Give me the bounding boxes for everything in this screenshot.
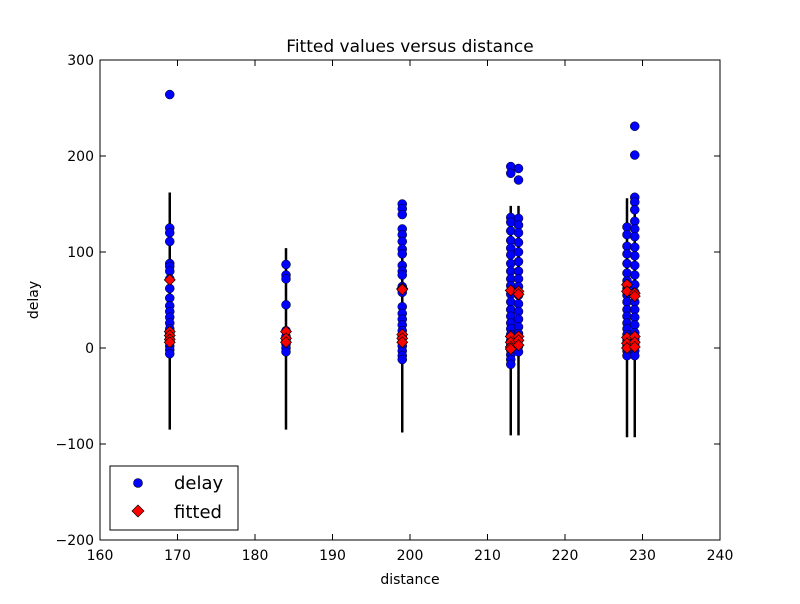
- fitted-point: [396, 336, 409, 349]
- delay-point: [622, 249, 632, 259]
- legend-box: [109, 465, 239, 531]
- legend-fitted-marker: [131, 504, 145, 518]
- y-tick-label: 300: [67, 53, 94, 69]
- fitted-point: [163, 273, 176, 286]
- y-axis-ticks: 300 200 100 0 −100 −200: [56, 53, 720, 549]
- delay-point: [513, 247, 524, 257]
- fitted-point: [628, 290, 641, 303]
- delay-point: [513, 256, 524, 267]
- delay-point: [281, 347, 291, 357]
- chart-title: Fitted values versus distance: [286, 37, 533, 57]
- legend-fitted-label: fitted: [174, 502, 222, 523]
- y-tick-label: −100: [56, 437, 94, 453]
- delay-point: [397, 249, 407, 259]
- delay-series: [165, 89, 640, 370]
- fitted-point: [512, 288, 525, 301]
- fitted-point: [504, 342, 517, 355]
- delay-point: [506, 168, 516, 179]
- delay-point: [513, 228, 524, 238]
- fitted-point: [163, 336, 176, 349]
- delay-point: [513, 175, 524, 185]
- x-tick-label: 230: [629, 548, 656, 564]
- delay-point: [281, 274, 291, 284]
- delay-point: [630, 251, 640, 261]
- x-tick-label: 240: [707, 548, 734, 564]
- x-tick-label: 220: [552, 548, 579, 564]
- fitted-point: [512, 339, 525, 352]
- y-tick-label: −200: [56, 533, 94, 549]
- delay-point: [630, 260, 640, 271]
- fitted-point: [280, 336, 292, 349]
- delay-point: [397, 354, 407, 365]
- x-axis-label: distance: [380, 572, 439, 588]
- delay-point: [630, 242, 640, 252]
- legend: delay fitted: [109, 465, 239, 531]
- delay-point: [165, 89, 175, 100]
- delay-point: [630, 150, 640, 160]
- legend-delay-marker: [133, 478, 143, 488]
- delay-point: [506, 226, 516, 236]
- delay-point: [281, 300, 291, 310]
- x-tick-label: 210: [474, 548, 501, 564]
- delay-point: [630, 205, 640, 215]
- delay-point: [506, 359, 516, 370]
- delay-point: [622, 258, 632, 269]
- y-tick-label: 200: [67, 149, 94, 165]
- fitted-point: [628, 341, 641, 354]
- x-tick-label: 170: [164, 548, 191, 564]
- delay-point: [630, 270, 640, 280]
- delay-point: [165, 349, 175, 359]
- fitted-point: [504, 284, 517, 297]
- fitted-series: [163, 273, 641, 355]
- delay-point: [165, 228, 175, 238]
- legend-delay-label: delay: [174, 473, 224, 494]
- delay-point: [630, 231, 640, 242]
- delay-point: [397, 270, 407, 280]
- y-tick-label: 0: [85, 341, 94, 357]
- delay-point: [513, 163, 524, 174]
- delay-point: [622, 229, 632, 240]
- delay-point: [630, 121, 640, 131]
- delay-point: [281, 259, 291, 270]
- x-tick-label: 160: [87, 548, 114, 564]
- x-tick-label: 180: [242, 548, 269, 564]
- x-axis-ticks: 160 170 180 190 200 210 220 230 240: [87, 60, 734, 564]
- delay-point: [397, 209, 407, 220]
- delay-point: [165, 236, 175, 247]
- x-tick-label: 190: [319, 548, 346, 564]
- x-tick-label: 200: [397, 548, 424, 564]
- delay-point: [513, 237, 524, 248]
- y-tick-label: 100: [67, 245, 94, 261]
- y-axis-label: delay: [26, 281, 42, 319]
- fitted-point: [396, 283, 409, 296]
